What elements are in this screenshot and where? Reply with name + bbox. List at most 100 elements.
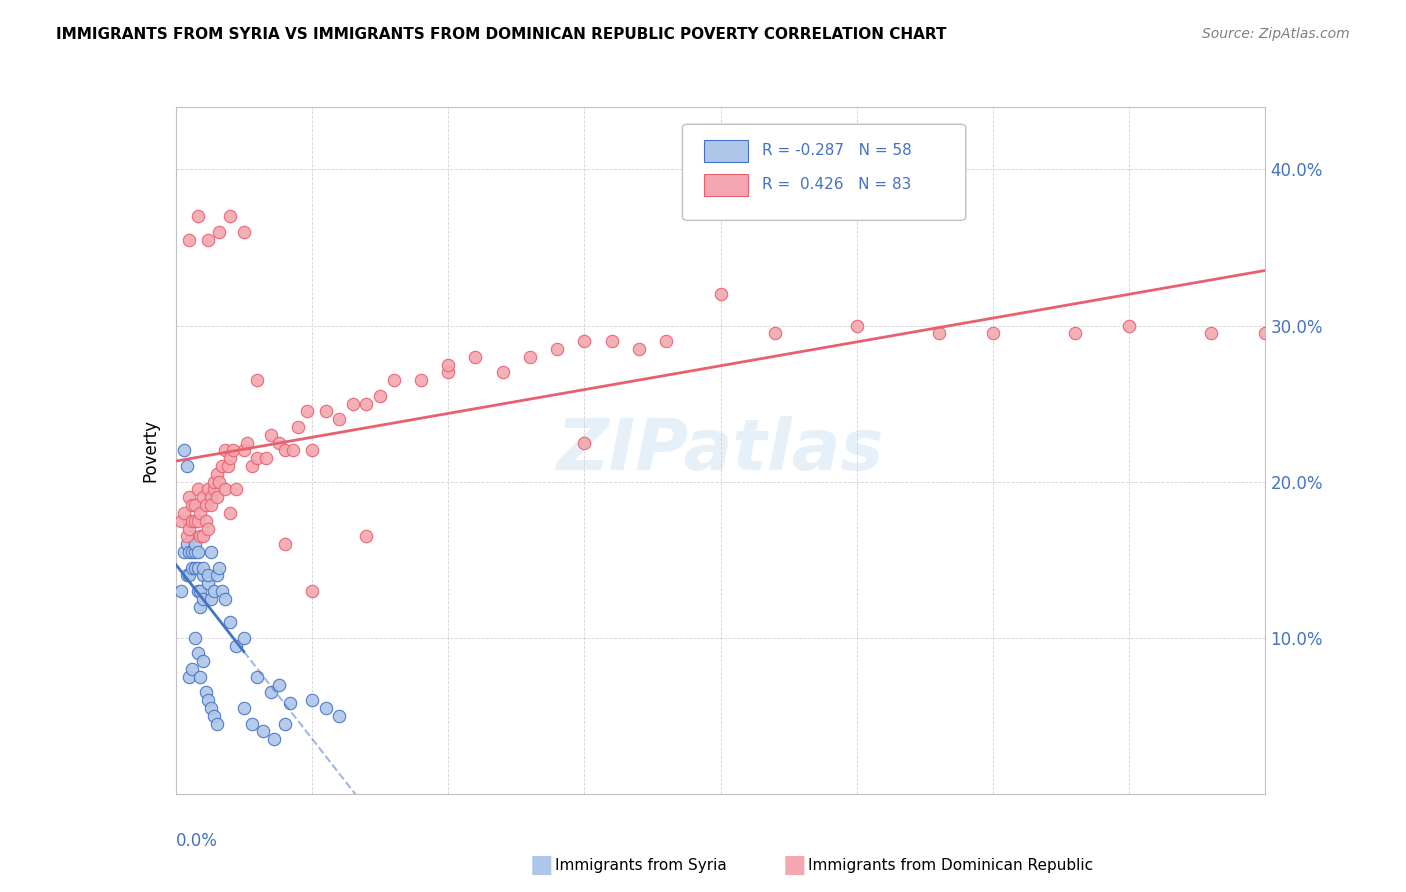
Point: [315, 404, 337, 418]
Bar: [704, 174, 748, 196]
Point: [181, 529, 204, 543]
Point: [301, 443, 323, 458]
Text: Source: ZipAtlas.com: Source: ZipAtlas.com: [1202, 27, 1350, 41]
Point: [186, 560, 209, 574]
Text: R = -0.287   N = 58: R = -0.287 N = 58: [762, 143, 911, 158]
Point: [186, 514, 209, 528]
Y-axis label: Poverty: Poverty: [142, 419, 160, 482]
Point: [194, 498, 217, 512]
Point: [170, 514, 193, 528]
Text: ZIPatlas: ZIPatlas: [557, 416, 884, 485]
Point: [655, 334, 678, 348]
Point: [184, 498, 207, 512]
Point: [301, 693, 323, 707]
Point: [464, 350, 486, 364]
Point: [315, 701, 337, 715]
Point: [191, 490, 214, 504]
Point: [235, 435, 257, 450]
Point: [197, 521, 219, 535]
Point: [179, 545, 201, 559]
Point: [263, 732, 285, 747]
Point: [437, 366, 460, 380]
Point: [274, 443, 297, 458]
Point: [181, 498, 204, 512]
Point: [197, 576, 219, 591]
Point: [184, 631, 207, 645]
Point: [368, 389, 391, 403]
Point: [260, 685, 283, 699]
Point: [188, 599, 211, 614]
Point: [205, 568, 228, 582]
Point: [179, 670, 201, 684]
Point: [214, 483, 236, 497]
Point: [269, 678, 291, 692]
Point: [200, 701, 222, 715]
Point: [252, 724, 274, 739]
Point: [186, 646, 209, 660]
Point: [200, 490, 222, 504]
Point: [184, 514, 207, 528]
Point: [191, 591, 214, 606]
Text: Immigrants from Dominican Republic: Immigrants from Dominican Republic: [808, 858, 1094, 872]
Point: [211, 458, 233, 473]
Point: [188, 529, 211, 543]
Point: [176, 568, 198, 582]
Point: [200, 498, 222, 512]
Point: [184, 560, 207, 574]
Point: [200, 545, 222, 559]
Point: [208, 475, 231, 489]
Point: [186, 545, 209, 559]
Point: [202, 483, 225, 497]
Point: [197, 568, 219, 582]
Point: [981, 326, 1004, 341]
Point: [186, 483, 209, 497]
Point: [181, 514, 204, 528]
Point: [214, 591, 236, 606]
Point: [328, 708, 350, 723]
Point: [194, 514, 217, 528]
Point: [1254, 326, 1277, 341]
Point: [240, 716, 263, 731]
Point: [184, 545, 207, 559]
FancyBboxPatch shape: [682, 124, 966, 220]
Point: [222, 443, 245, 458]
Point: [184, 537, 207, 551]
Point: [197, 693, 219, 707]
Point: [409, 373, 432, 387]
Point: [246, 373, 269, 387]
Point: [246, 451, 269, 466]
Point: [176, 537, 198, 551]
Text: Immigrants from Syria: Immigrants from Syria: [555, 858, 727, 872]
Point: [202, 708, 225, 723]
Point: [186, 209, 209, 223]
Point: [278, 696, 301, 710]
Point: [217, 458, 239, 473]
Point: [342, 396, 364, 410]
Point: [191, 568, 214, 582]
Point: [437, 358, 460, 372]
Point: [274, 716, 297, 731]
Point: [382, 373, 405, 387]
Point: [845, 318, 868, 333]
Point: [1199, 326, 1222, 341]
Point: [208, 225, 231, 239]
Point: [219, 506, 242, 520]
Point: [205, 490, 228, 504]
Point: [179, 514, 201, 528]
Text: ■: ■: [783, 854, 806, 877]
Point: [197, 233, 219, 247]
Point: [710, 287, 733, 301]
Point: [232, 701, 254, 715]
Point: [205, 716, 228, 731]
Point: [194, 685, 217, 699]
Point: [1118, 318, 1140, 333]
Text: 0.0%: 0.0%: [176, 831, 218, 850]
Point: [295, 404, 318, 418]
Text: ■: ■: [530, 854, 553, 877]
Point: [356, 396, 378, 410]
Point: [287, 420, 309, 434]
Point: [274, 537, 297, 551]
Text: R =  0.426   N = 83: R = 0.426 N = 83: [762, 178, 911, 192]
Point: [179, 233, 201, 247]
Point: [627, 342, 650, 356]
